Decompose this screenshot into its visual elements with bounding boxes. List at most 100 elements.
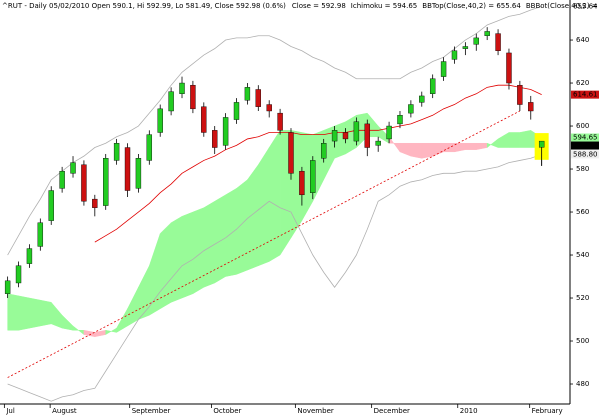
candle-body (451, 50, 458, 60)
candle-body (429, 78, 436, 94)
y-tick-label: 480 (576, 380, 589, 388)
cloud-segment (159, 222, 172, 310)
legend-entry: BBTop(Close,40,2) = 655.64 (422, 2, 521, 10)
candle-body (81, 164, 87, 202)
y-tick-label: 540 (576, 251, 589, 259)
candle-body (288, 132, 294, 174)
cloud-segment (170, 215, 183, 303)
x-tick-label: October (213, 407, 241, 415)
indicator-lines (7, 6, 542, 402)
x-tick-label: September (132, 407, 171, 415)
legend-entry: Close = 592.98 (292, 2, 346, 10)
candle-body (190, 84, 196, 110)
x-tick-label: February (532, 407, 563, 415)
candle-body (4, 280, 11, 294)
y-tick-label: 600 (576, 122, 589, 130)
candle-body (146, 134, 153, 161)
candle-body (331, 130, 338, 142)
header: ^RUT - Daily 05/02/2010 Open 590.1, Hi 5… (2, 2, 600, 10)
cloud-segment (7, 293, 19, 331)
candle-body (266, 104, 272, 112)
candle-body (48, 190, 54, 221)
y-tick-label: 520 (576, 294, 589, 302)
x-tick-label: December (374, 407, 410, 415)
candle-body (440, 61, 447, 77)
cloud-segment (181, 211, 194, 299)
candle-body (244, 87, 251, 101)
cloud-segment (18, 295, 30, 331)
candle-body (495, 33, 501, 51)
candle-body (517, 84, 523, 105)
candle-body (179, 82, 185, 94)
cloud-segment (465, 142, 477, 150)
chart-title: ^RUT - Daily 05/02/2010 Open 590.1, Hi 5… (2, 2, 286, 10)
candle-body (26, 248, 33, 264)
candle-body (386, 125, 392, 140)
cloud-segment (40, 299, 52, 327)
candle-body (113, 143, 120, 161)
x-tick-label: 2010 (460, 407, 478, 415)
candle-body (528, 102, 534, 112)
cloud-segment (519, 130, 532, 148)
price-tag-label: 592.98 (573, 142, 598, 150)
candle-body (92, 198, 98, 208)
candle-body (222, 117, 229, 146)
x-tick-label: August (52, 407, 77, 415)
candle-body (320, 143, 327, 159)
x-tick-label: November (297, 407, 334, 415)
price-tag (571, 133, 599, 142)
candle-body (212, 130, 218, 148)
price-tag (571, 141, 599, 150)
candle-body (375, 140, 381, 146)
cloud-segment (268, 129, 281, 262)
candle-body (310, 160, 316, 193)
candle-body (473, 37, 479, 45)
candle-body (419, 95, 425, 103)
price-tag (571, 150, 599, 159)
cloud-segment (508, 132, 521, 148)
y-tick-label: 500 (576, 337, 589, 345)
candle-body (538, 140, 545, 148)
indicator-line (7, 154, 542, 402)
price-tag-label: 588.80 (573, 150, 598, 158)
candle-body (124, 147, 131, 191)
cloud-segment (29, 297, 41, 329)
candle-body (201, 106, 207, 133)
candle-body (342, 132, 349, 140)
candle-body (462, 46, 469, 49)
indicator-line (7, 6, 542, 256)
trendline (7, 110, 521, 378)
candle-body (506, 52, 512, 84)
candle-body (157, 108, 163, 133)
y-tick-label: 560 (576, 208, 589, 216)
x-tick-label: Jul (5, 407, 15, 415)
candle-body (59, 170, 65, 189)
legend-entry: BBBot(Close,40,2) = 586.80 (526, 2, 600, 10)
candle-body (353, 121, 360, 142)
price-tag-label: 594.65 (573, 134, 598, 142)
cloud-segment (421, 142, 433, 159)
candle-body (103, 158, 109, 206)
cloud-segment (225, 187, 237, 277)
candle-body (70, 162, 76, 174)
candle-body (37, 222, 44, 247)
price-tag-label: 655.64 (573, 2, 598, 10)
legend-entry: Ichimoku = 594.65 (351, 2, 417, 10)
candle-body (299, 170, 305, 196)
candles (4, 27, 549, 299)
candle-body (168, 91, 174, 112)
candle-body (364, 123, 370, 148)
price-tag-label: 614.61 (573, 91, 598, 99)
axes: 480 500 520 540 560 580 600 620 640 Jul August Sept… (3, 36, 589, 415)
cloud-segment (410, 142, 423, 159)
cloud-segment (258, 146, 270, 267)
candle-body (15, 265, 22, 284)
candle-body (397, 115, 403, 125)
candle-body (135, 158, 142, 189)
candle-body (408, 104, 414, 114)
candle-body (233, 102, 240, 120)
y-tick-label: 620 (576, 79, 589, 87)
cloud-segment (192, 207, 205, 295)
